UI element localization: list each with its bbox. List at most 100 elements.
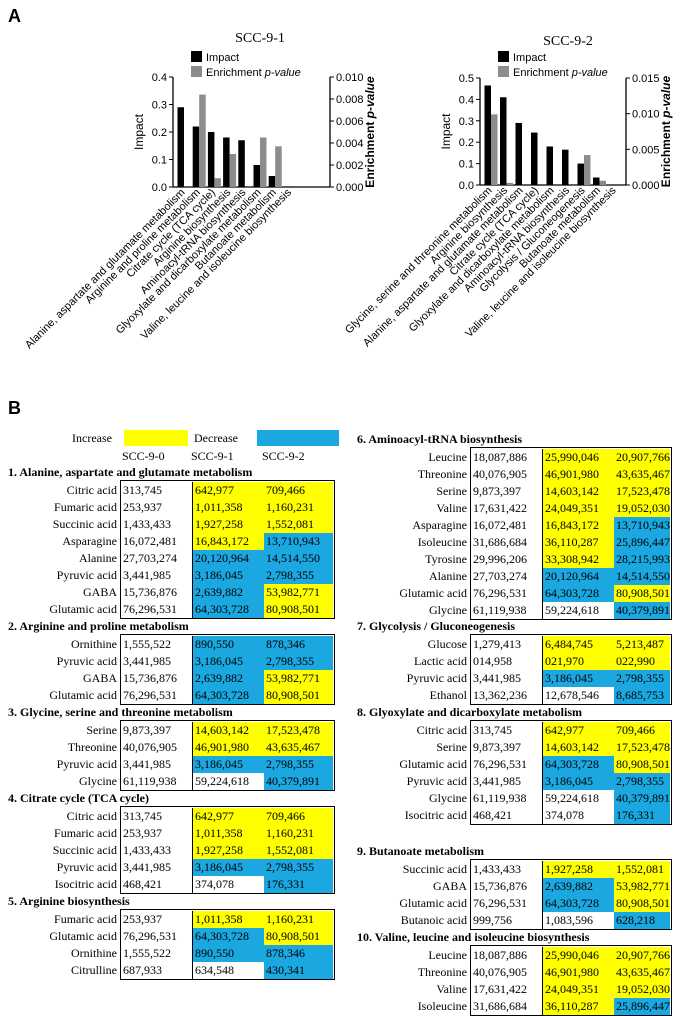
value-cell-scc-9-1: 36,110,287 (543, 534, 614, 551)
value-cell-scc-9-0: 76,296,531 (121, 687, 193, 704)
metabolite-name: Ornithine (71, 637, 117, 651)
chart1-title: SCC-9-1 (235, 31, 285, 46)
value-cell-scc-9-2: 1,552,081 (264, 842, 333, 859)
table-row: Glutamic acid 76,296,531 64,303,728 80,908,… (49, 687, 334, 704)
table-row: Citric acid 313,745 642,977 709,466 (67, 482, 334, 499)
table-row: Threonine 40,076,905 46,901,980 43,635,467 (418, 466, 671, 483)
value-cell-scc-9-0: 76,296,531 (121, 928, 193, 945)
metabolite-name: Ornithine (71, 946, 117, 960)
value-cell-scc-9-1: 14,603,142 (193, 722, 264, 739)
value-cell-scc-9-2: 25,896,447 (614, 998, 670, 1015)
table-row: Lactic acid 014,958 021,970 022,990 (414, 653, 671, 670)
metabolite-name: Ethanol (429, 688, 467, 702)
section-table: Citric acid 313,745 642,977 709,466 Fumaric … (49, 480, 335, 619)
table-row: Pyruvic acid 3,441,985 3,186,045 2,798,355 (57, 653, 334, 670)
value-cell-scc-9-2: 19,052,030 (614, 500, 670, 517)
value-cell-scc-9-2: 878,346 (264, 945, 333, 962)
value-cell-scc-9-2: 17,523,478 (614, 739, 670, 756)
chart2-impact-bar (546, 146, 553, 185)
section-table: Citric acid 313,745 642,977 709,466 Serine 9,… (399, 720, 672, 825)
metabolite-name: Serine (86, 723, 117, 737)
value-cell-scc-9-1: 46,901,980 (543, 466, 614, 483)
chart2-enrichment-bar (506, 182, 513, 185)
column-header: SCC-9-2 (262, 449, 305, 463)
value-cell-scc-9-0: 687,933 (121, 962, 193, 979)
metabolite-name: Lactic acid (414, 654, 467, 668)
chart2-ytick-label: 0.3 (459, 116, 474, 128)
value-cell-scc-9-0: 15,736,876 (121, 584, 193, 601)
value-cell-scc-9-0: 313,745 (471, 722, 543, 739)
section-table: Citric acid 313,745 642,977 709,466 Fumaric … (53, 806, 335, 894)
value-cell-scc-9-1: 890,550 (193, 945, 264, 962)
metabolite-name: Asparagine (412, 518, 467, 532)
chart1-enrichment-bar (199, 94, 206, 187)
legend-increase-swatch (124, 430, 188, 446)
metabolite-name: Pyruvic acid (56, 757, 117, 771)
chart2-ylabel: Impact (439, 113, 453, 150)
value-cell-scc-9-2: 17,523,478 (614, 483, 670, 500)
metabolite-name: Pyruvic acid (406, 671, 467, 685)
value-cell-scc-9-1: 46,901,980 (543, 964, 614, 981)
metabolite-name: Pyruvic acid (406, 774, 467, 788)
chart2-ytick-label: 0.4 (459, 94, 474, 106)
value-cell-scc-9-0: 76,296,531 (471, 756, 543, 773)
value-cell-scc-9-1: 3,186,045 (193, 859, 264, 876)
value-cell-scc-9-2: 709,466 (264, 808, 333, 825)
chart2-impact-bar (562, 149, 569, 185)
metabolite-name: Succinic acid (52, 517, 117, 531)
chart1-impact-bar (223, 137, 230, 187)
chart2-enrichment-bar (584, 155, 591, 185)
chart1-legend-enrichment: Enrichment p-value (206, 67, 301, 79)
table-row: Glutamic acid 76,296,531 64,303,728 80,908,… (399, 756, 671, 773)
value-cell-scc-9-2: 13,710,943 (264, 533, 333, 550)
value-cell-scc-9-2: 80,908,501 (614, 756, 670, 773)
section-title: 4. Citrate cycle (TCA cycle) (8, 791, 149, 805)
value-cell-scc-9-0: 61,119,938 (471, 602, 543, 619)
metabolite-name: Succinic acid (402, 862, 467, 876)
value-cell-scc-9-0: 13,362,236 (471, 687, 543, 704)
value-cell-scc-9-0: 1,433,433 (121, 516, 193, 533)
value-cell-scc-9-0: 3,441,985 (471, 670, 543, 687)
section-table: Ornithine 1,555,522 890,550 878,346 Pyruvic … (49, 634, 335, 705)
table-row: Serine 9,873,397 14,603,142 17,523,478 (86, 722, 334, 739)
value-cell-scc-9-1: 634,548 (195, 963, 234, 977)
table-row: Butanoic acid 999,756 1,083,596 628,218 (401, 912, 671, 929)
value-cell-scc-9-1: 2,639,882 (543, 878, 614, 895)
value-cell-scc-9-0: 16,072,481 (471, 517, 543, 534)
value-cell-scc-9-1: 59,224,618 (545, 791, 599, 805)
value-cell-scc-9-2: 40,379,891 (264, 773, 333, 790)
chart2-legend-impact-swatch (498, 51, 509, 62)
value-cell-scc-9-1: 64,303,728 (543, 585, 614, 602)
chart1-enrichment-bar (275, 146, 282, 187)
table-row: Fumaric acid 253,937 1,011,358 1,160,231 (54, 499, 334, 516)
table-row: Glutamic acid 76,296,531 64,303,728 80,908,… (49, 928, 334, 945)
value-cell-scc-9-2: 2,798,355 (264, 653, 333, 670)
value-cell-scc-9-1: 642,977 (543, 722, 614, 739)
chart2-impact-bar (500, 97, 507, 185)
value-cell-scc-9-2: 2,798,355 (264, 756, 333, 773)
table-row: Ornithine 1,555,522 890,550 878,346 (71, 636, 334, 653)
table-row: Glucose 1,279,413 6,484,745 5,213,487 (428, 636, 671, 653)
value-cell-scc-9-1: 16,843,172 (193, 533, 264, 550)
metabolite-name: Alanine (79, 551, 117, 565)
metabolite-name: Citrulline (71, 963, 117, 977)
section-title: 8. Glyoxylate and dicarboxylate metaboli… (357, 705, 582, 719)
table-row: Ethanol 13,362,236 12,678,546 8,685,753 (430, 687, 671, 704)
value-cell-scc-9-0: 29,996,206 (471, 551, 543, 568)
value-cell-scc-9-2: 14,514,550 (264, 550, 333, 567)
metabolite-name: Valine (436, 982, 467, 996)
value-cell-scc-9-0: 014,958 (471, 653, 543, 670)
chart1-y2label: Enrichment p-value (363, 76, 377, 188)
value-cell-scc-9-1: 1,011,358 (193, 825, 264, 842)
section-title: 10. Valine, leucine and isoleucine biosy… (357, 930, 590, 944)
metabolite-name: Butanoic acid (400, 913, 467, 927)
table-row: Threonine 40,076,905 46,901,980 43,635,467 (418, 964, 671, 981)
value-cell-scc-9-2: 5,213,487 (614, 636, 670, 653)
metabolite-name: Isocitric acid (54, 877, 117, 891)
value-cell-scc-9-0: 31,686,684 (471, 998, 543, 1015)
section-title: 3. Glycine, serine and threonine metabol… (8, 705, 233, 719)
table-row: Fumaric acid 253,937 1,011,358 1,160,231 (54, 911, 334, 928)
value-cell-scc-9-1: 1,011,358 (193, 911, 264, 928)
table-row: Valine 17,631,422 24,049,351 19,052,030 (436, 500, 671, 517)
value-cell-scc-9-0: 15,736,876 (471, 878, 543, 895)
